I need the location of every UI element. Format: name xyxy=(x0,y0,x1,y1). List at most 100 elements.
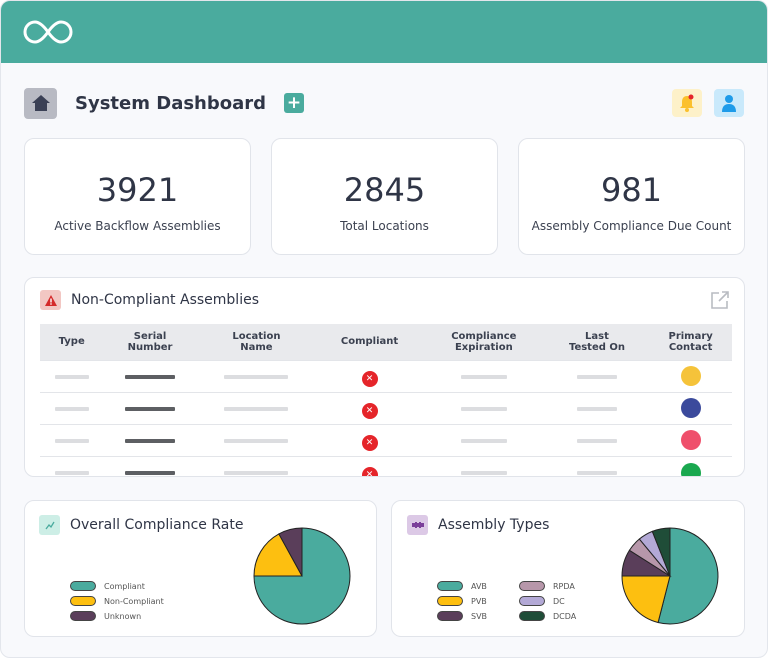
placeholder-bar xyxy=(54,471,89,476)
avatar[interactable] xyxy=(680,462,701,476)
table-cell xyxy=(103,455,197,476)
placeholder-bar xyxy=(54,439,89,443)
table-cell xyxy=(544,359,650,392)
legend-label: DCDA xyxy=(553,611,577,621)
placeholder-bar xyxy=(224,375,289,379)
column-header[interactable]: Last Tested On xyxy=(544,324,650,360)
column-header[interactable]: Compliance Expiration xyxy=(422,324,545,360)
legend-item: Non-Compliant xyxy=(70,596,164,606)
avatar[interactable] xyxy=(680,366,701,387)
assembly-types-pie-chart xyxy=(621,527,719,625)
section-title: Assembly Types xyxy=(438,517,550,533)
placeholder-bar xyxy=(125,439,176,443)
placeholder-bar xyxy=(54,375,89,379)
legend-item: AVB xyxy=(437,581,487,591)
column-header[interactable]: Location Name xyxy=(196,324,317,360)
legend-label: Compliant xyxy=(104,581,145,591)
bell-icon[interactable] xyxy=(672,89,702,117)
column-header[interactable]: Compliant xyxy=(316,324,423,360)
column-header[interactable]: Type xyxy=(40,324,104,360)
plus-icon[interactable]: + xyxy=(284,93,305,113)
placeholder-bar xyxy=(460,471,507,476)
avatar[interactable] xyxy=(680,398,701,419)
external-link-icon[interactable] xyxy=(710,290,730,310)
legend-item: DCDA xyxy=(519,611,576,621)
pie-slice-compliant[interactable] xyxy=(253,527,351,625)
top-bar xyxy=(1,1,767,63)
legend-label: Unknown xyxy=(104,611,142,621)
placeholder-bar xyxy=(460,407,507,411)
table-row[interactable]: ✕ xyxy=(40,423,732,456)
table-row[interactable]: ✕ xyxy=(40,359,732,392)
pie-slice-non-compliant[interactable] xyxy=(253,533,303,577)
table-cell xyxy=(103,423,197,456)
user-icon[interactable] xyxy=(714,89,744,117)
stat-card-active-assemblies: 3921 Active Backflow Assemblies xyxy=(24,138,251,255)
home-icon[interactable] xyxy=(24,87,57,119)
table-cell xyxy=(422,359,545,392)
compliance-pie-chart xyxy=(253,527,351,625)
error-x-icon: ✕ xyxy=(361,434,378,451)
table-cell: ✕ xyxy=(316,391,423,424)
infinity-logo[interactable] xyxy=(23,18,73,46)
table-cell xyxy=(40,391,104,424)
table-cell xyxy=(544,423,650,456)
column-header[interactable]: Primary Contact xyxy=(649,324,732,360)
legend-swatch xyxy=(437,581,463,591)
table-cell xyxy=(422,391,545,424)
pie-slice-unknown[interactable] xyxy=(278,527,303,577)
stat-label: Assembly Compliance Due Count xyxy=(531,219,732,233)
placeholder-bar xyxy=(576,439,617,443)
error-x-icon: ✕ xyxy=(361,402,378,419)
stat-value: 3921 xyxy=(96,171,179,209)
pie-slice-dcda[interactable] xyxy=(651,527,671,577)
legend-swatch xyxy=(70,581,96,591)
placeholder-bar xyxy=(576,407,617,411)
page-header: System Dashboard + xyxy=(24,87,744,119)
table-cell xyxy=(649,359,732,392)
assembly-types-panel: Assembly Types AVB PVB SVB RPDA DC DCDA xyxy=(391,500,745,637)
stat-card-total-locations: 2845 Total Locations xyxy=(271,138,498,255)
legend-label: RPDA xyxy=(553,581,575,591)
table-cell xyxy=(649,391,732,424)
table-cell xyxy=(544,391,650,424)
error-x-icon: ✕ xyxy=(361,370,378,387)
valve-icon xyxy=(407,515,428,535)
legend-swatch xyxy=(519,596,545,606)
table-cell xyxy=(40,455,104,476)
placeholder-bar xyxy=(460,439,507,443)
table-cell: ✕ xyxy=(316,423,423,456)
table-cell xyxy=(649,423,732,456)
placeholder-bar xyxy=(54,407,89,411)
stat-card-compliance-due: 981 Assembly Compliance Due Count xyxy=(518,138,745,255)
legend-label: PVB xyxy=(471,596,487,606)
avatar[interactable] xyxy=(680,430,701,451)
pie-slice-avb[interactable] xyxy=(657,527,719,625)
pie-slice-pvb[interactable] xyxy=(621,575,671,624)
column-header[interactable]: Serial Number xyxy=(103,324,197,360)
stat-label: Total Locations xyxy=(340,219,429,233)
placeholder-bar xyxy=(125,375,176,379)
legend-label: AVB xyxy=(471,581,487,591)
table-cell xyxy=(103,359,197,392)
placeholder-bar xyxy=(125,471,176,476)
table-cell xyxy=(544,455,650,476)
legend-item: DC xyxy=(519,596,565,606)
compliance-rate-panel: Overall Compliance Rate Compliant Non-Com… xyxy=(24,500,377,637)
placeholder-bar xyxy=(224,471,289,476)
table-row[interactable]: ✕ xyxy=(40,455,732,476)
table-row[interactable]: ✕ xyxy=(40,391,732,424)
placeholder-bar xyxy=(576,471,617,476)
legend-label: Non-Compliant xyxy=(104,596,164,606)
table-cell xyxy=(40,359,104,392)
stat-value: 2845 xyxy=(343,171,426,209)
placeholder-bar xyxy=(224,407,289,411)
placeholder-bar xyxy=(460,375,507,379)
table-cell xyxy=(196,423,317,456)
placeholder-bar xyxy=(224,439,289,443)
noncompliant-panel: Non-Compliant Assemblies Type Serial Numb… xyxy=(24,277,745,477)
table-cell xyxy=(649,455,732,476)
placeholder-bar xyxy=(125,407,176,411)
legend-swatch xyxy=(70,596,96,606)
